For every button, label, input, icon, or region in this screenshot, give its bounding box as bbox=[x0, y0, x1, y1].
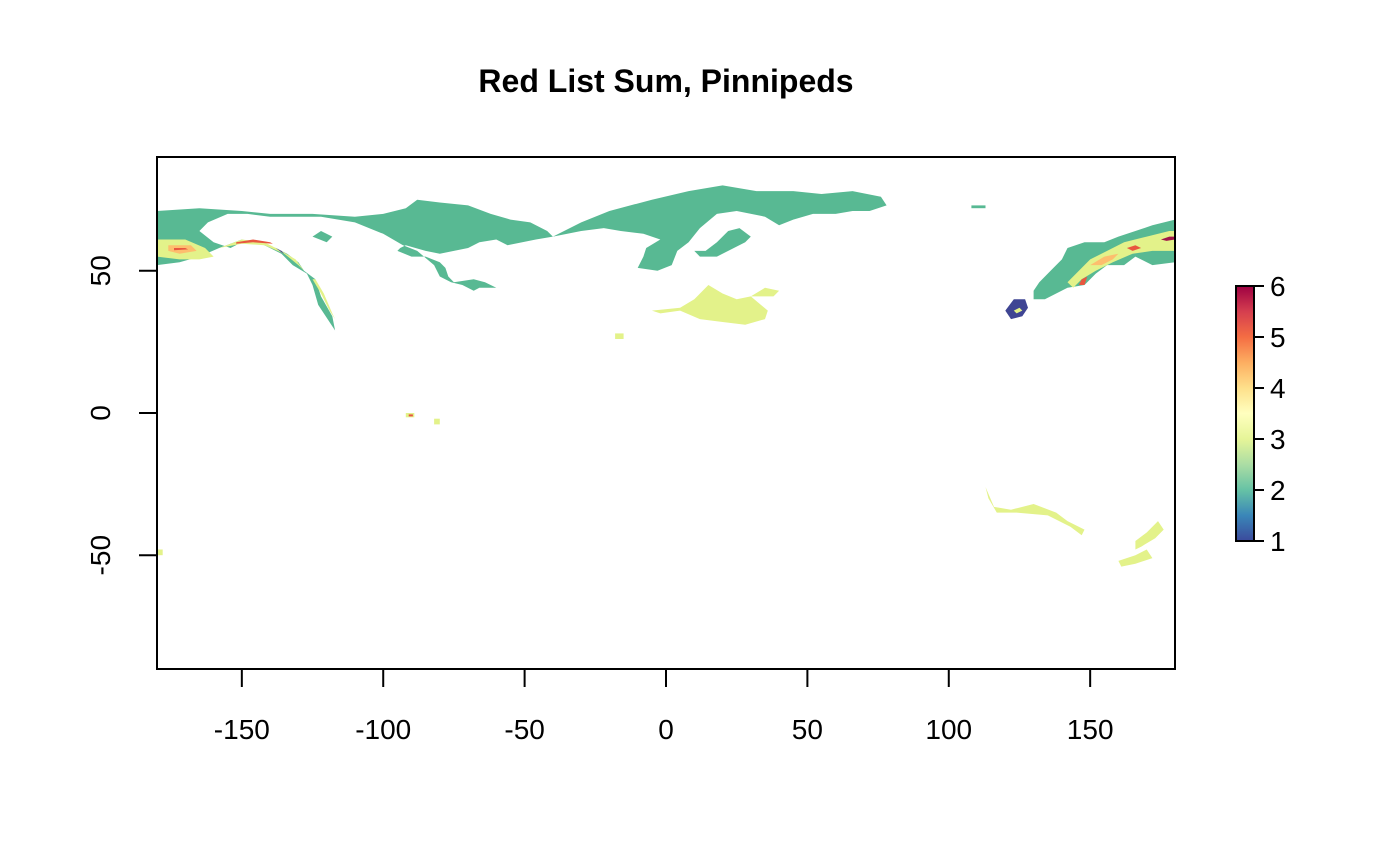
map-region-value-3 bbox=[1067, 231, 1175, 288]
map-region-value-3 bbox=[1135, 521, 1164, 550]
map-region-value-2 bbox=[312, 231, 333, 243]
map-region-value-5 bbox=[1078, 276, 1088, 285]
map-raster-layer bbox=[157, 185, 1175, 567]
colorbar-tick-label: 2 bbox=[1270, 475, 1286, 506]
x-tick-label: -100 bbox=[355, 714, 411, 745]
map-region-value-3 bbox=[219, 239, 310, 277]
map-region-value-2 bbox=[157, 199, 553, 331]
colorbar-tick-label: 1 bbox=[1270, 526, 1286, 557]
colorbar-tick-label: 5 bbox=[1270, 322, 1286, 353]
map-region-value-5 bbox=[1126, 245, 1142, 251]
colorbar-tick-label: 6 bbox=[1270, 271, 1286, 302]
y-axis: -50 0 50 bbox=[85, 255, 157, 575]
map-region-value-1 bbox=[1005, 299, 1028, 320]
x-tick-label: 100 bbox=[925, 714, 972, 745]
map-region-value-3 bbox=[985, 487, 1085, 536]
map-region-value-3 bbox=[750, 287, 780, 297]
map-region-value-5 bbox=[408, 414, 413, 417]
map-region-value-2 bbox=[547, 185, 887, 271]
map-region-value-3 bbox=[312, 279, 336, 320]
map-region-value-3 bbox=[434, 418, 440, 425]
map-region-value-3 bbox=[157, 549, 163, 556]
map-region-value-5 bbox=[236, 239, 273, 244]
y-tick-label: 0 bbox=[85, 405, 116, 421]
map-region-value-1 bbox=[275, 248, 285, 254]
x-tick-label: -150 bbox=[214, 714, 270, 745]
x-tick-label: 50 bbox=[792, 714, 823, 745]
x-tick-label: 150 bbox=[1067, 714, 1114, 745]
colorbar-tick-label: 4 bbox=[1270, 373, 1286, 404]
map-region-value-4 bbox=[1090, 253, 1119, 266]
map-region-value-3 bbox=[651, 285, 768, 325]
x-tick-label: 0 bbox=[658, 714, 674, 745]
y-tick-label: 50 bbox=[85, 255, 116, 286]
map-region-value-2 bbox=[971, 205, 986, 209]
map-region-value-3 bbox=[615, 333, 624, 339]
y-tick-label: -50 bbox=[85, 535, 116, 575]
colorbar-tick-label: 3 bbox=[1270, 424, 1286, 455]
map-region-value-3 bbox=[1118, 549, 1153, 567]
x-axis: -150 -100 -50 0 50 100 150 bbox=[214, 668, 1114, 745]
map-region-value-6 bbox=[1160, 236, 1175, 241]
map-region-value-5 bbox=[174, 248, 189, 251]
x-tick-label: -50 bbox=[504, 714, 544, 745]
colorbar-legend: 1 2 3 4 5 6 bbox=[1235, 271, 1286, 557]
map-region-value-2 bbox=[694, 228, 751, 257]
chart-title: Red List Sum, Pinnipeds bbox=[478, 63, 853, 99]
map-region-value-3 bbox=[1013, 307, 1023, 314]
colorbar-gradient bbox=[1235, 285, 1255, 542]
